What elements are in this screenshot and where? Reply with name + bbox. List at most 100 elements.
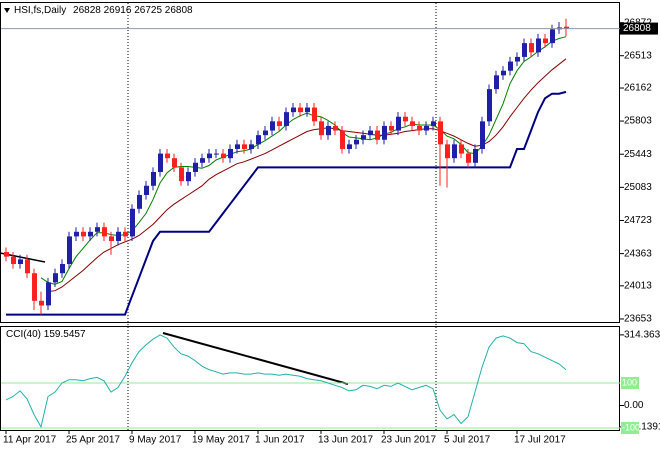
candle-body bbox=[494, 75, 499, 90]
candle-body bbox=[480, 121, 485, 149]
indicator-line bbox=[5, 334, 567, 429]
candle-body bbox=[53, 273, 58, 283]
candle-body bbox=[515, 56, 520, 62]
open: 26828 bbox=[73, 5, 101, 16]
candle-body bbox=[312, 107, 317, 122]
candle-body bbox=[46, 282, 51, 306]
candle-body bbox=[193, 162, 198, 172]
candle-body bbox=[536, 38, 541, 53]
candle-body bbox=[11, 256, 16, 265]
price-panel-frame bbox=[0, 2, 620, 323]
trendline bbox=[162, 332, 349, 385]
candle-body bbox=[88, 231, 93, 237]
candle-body bbox=[263, 130, 268, 136]
high: 26916 bbox=[104, 5, 132, 16]
x-tick-label: 9 May 2017 bbox=[129, 435, 182, 446]
candle-body bbox=[249, 144, 254, 149]
candle-body bbox=[508, 61, 513, 71]
y-tick-label: 23653 bbox=[624, 314, 652, 325]
candle-body bbox=[158, 153, 163, 172]
marks bbox=[1, 18, 620, 429]
candle-body bbox=[186, 171, 191, 182]
candle-body bbox=[326, 125, 331, 136]
candle-body bbox=[389, 125, 394, 131]
candle-body bbox=[214, 153, 219, 155]
candle-body bbox=[459, 144, 464, 154]
x-tick-label: 17 Jul 2017 bbox=[514, 435, 566, 446]
candle-body bbox=[4, 252, 9, 257]
x-tick-label: 1 Jun 2017 bbox=[255, 435, 305, 446]
y-tick-label: 24723 bbox=[624, 215, 652, 226]
candle-body bbox=[179, 167, 184, 182]
candle-body bbox=[256, 135, 261, 145]
candle-body bbox=[200, 158, 205, 163]
menu-arrow bbox=[4, 8, 10, 13]
low: 26725 bbox=[134, 5, 162, 16]
candle-body bbox=[361, 135, 366, 140]
y-tick-label: 24013 bbox=[624, 280, 652, 291]
candle-body bbox=[347, 144, 352, 149]
candle-body bbox=[228, 148, 233, 159]
y-tick-label: 26162 bbox=[624, 83, 652, 94]
candle-body bbox=[445, 144, 450, 159]
candle-body bbox=[109, 236, 114, 242]
symbol: HSI,fs,Daily bbox=[14, 5, 66, 16]
close: 26808 bbox=[165, 5, 193, 16]
level-box bbox=[621, 377, 639, 390]
candle-body bbox=[102, 227, 107, 237]
y-tick-label: 25803 bbox=[624, 116, 652, 127]
candle-body bbox=[375, 130, 380, 140]
candle-body bbox=[130, 208, 135, 237]
candle-body bbox=[81, 231, 86, 237]
candle-body bbox=[32, 273, 37, 301]
candle-body bbox=[466, 153, 471, 163]
candle-body bbox=[424, 125, 429, 131]
candle-body bbox=[452, 144, 457, 159]
y-tick-label: -95.1391 bbox=[624, 422, 660, 433]
level-label: -100 bbox=[622, 422, 640, 432]
y-tick-label: 314.3633 bbox=[624, 330, 660, 341]
candle-body bbox=[319, 121, 324, 136]
candle-body bbox=[305, 107, 310, 113]
candle-body bbox=[368, 130, 373, 136]
candle-body bbox=[151, 171, 156, 186]
candle-body bbox=[417, 125, 422, 131]
x-tick-label: 23 Jun 2017 bbox=[381, 435, 436, 446]
candle-body bbox=[165, 153, 170, 159]
candle-body bbox=[74, 231, 79, 237]
candle-body bbox=[270, 121, 275, 131]
candle-body bbox=[298, 107, 303, 113]
y-tick-label: 25083 bbox=[624, 182, 652, 193]
y-tick-label: 25443 bbox=[624, 149, 652, 160]
candle-body bbox=[123, 231, 128, 237]
candle-body bbox=[18, 259, 23, 265]
candle-body bbox=[501, 70, 506, 76]
y-tick-label: 0.00 bbox=[624, 400, 644, 411]
candle-body bbox=[207, 153, 212, 159]
candle-body bbox=[396, 116, 401, 131]
x-tick-label: 19 May 2017 bbox=[192, 435, 250, 446]
candle-body bbox=[403, 116, 408, 122]
price-box bbox=[620, 22, 658, 35]
y-tick-label: 26513 bbox=[624, 50, 652, 61]
candle-body bbox=[67, 236, 72, 265]
candle-body bbox=[235, 144, 240, 149]
candle-body bbox=[137, 194, 142, 209]
candle-body bbox=[487, 89, 492, 122]
candle-body bbox=[242, 144, 247, 149]
candle-body bbox=[333, 125, 338, 131]
candle-body bbox=[354, 139, 359, 145]
level-box bbox=[621, 421, 639, 434]
candle-body bbox=[95, 227, 100, 232]
candle-body bbox=[39, 300, 44, 306]
candle-body bbox=[410, 121, 415, 126]
candle-body bbox=[382, 125, 387, 140]
candle-body bbox=[172, 158, 177, 168]
header: HSI,fs,Daily 26828 26916 26725 26808 bbox=[14, 5, 193, 16]
x-tick-label: 5 Jul 2017 bbox=[444, 435, 491, 446]
candle-body bbox=[144, 185, 149, 195]
candle-body bbox=[438, 121, 443, 145]
indicator-line bbox=[40, 36, 567, 285]
candle-body bbox=[25, 259, 30, 274]
